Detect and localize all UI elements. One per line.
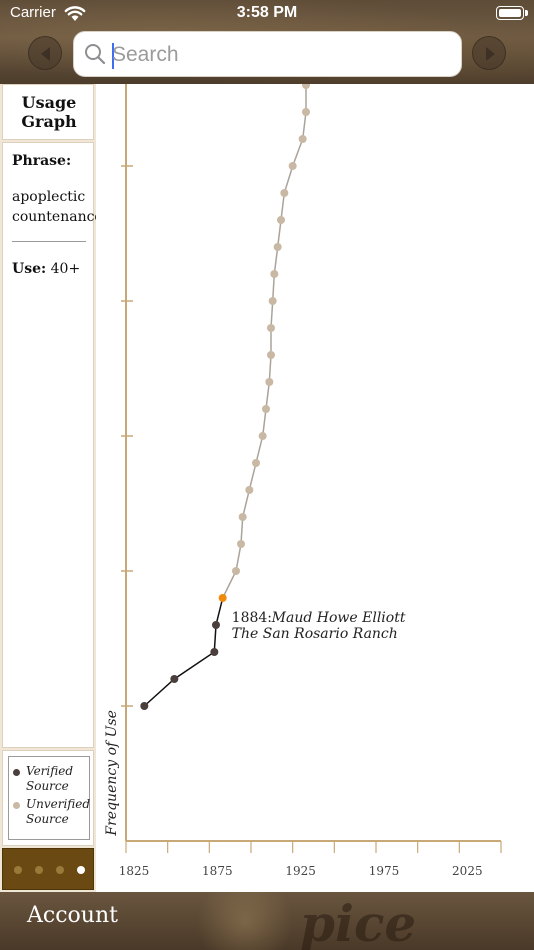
wifi-icon xyxy=(64,6,86,21)
unverified-data-point xyxy=(267,324,275,332)
phrase-info-panel: Phrase: apoplectic countenance Use: 40+ xyxy=(2,142,103,748)
unverified-data-point xyxy=(268,297,277,305)
x-tick-label: 1825 xyxy=(119,864,150,878)
bottom-bar: pice Account xyxy=(0,892,534,950)
usage-graph-header: Usage Graph xyxy=(2,84,94,140)
arrow-left-icon xyxy=(41,47,50,61)
annotation-work: The San Rosario Ranch xyxy=(232,626,398,642)
x-tick-label: 2025 xyxy=(452,864,483,878)
unverified-data-point xyxy=(267,351,275,359)
verified-data-point xyxy=(210,648,219,656)
use-label: Use: xyxy=(12,261,47,277)
clock: 3:58 PM xyxy=(236,4,298,21)
page-dot[interactable] xyxy=(35,866,43,874)
use-value: 40+ xyxy=(50,261,81,277)
page-control[interactable] xyxy=(2,848,94,890)
page-dot[interactable] xyxy=(14,866,22,874)
unverified-data-point xyxy=(302,108,310,116)
unverified-data-point xyxy=(265,378,274,386)
account-button[interactable]: Account xyxy=(27,903,118,928)
usage-chart-svg: 1825 1875 1925 1975 2025 Frequency of Use 1884… xyxy=(104,84,502,878)
forward-button[interactable] xyxy=(472,36,506,70)
unverified-dot-icon xyxy=(13,802,20,809)
x-tick-label: 1975 xyxy=(369,864,400,878)
back-button[interactable] xyxy=(28,36,62,70)
legend-label: Unverified Source xyxy=(26,797,91,826)
highlighted-data-point xyxy=(218,594,227,602)
legend: Verified Source Unverified Source xyxy=(2,750,94,846)
use-count: Use: 40+ xyxy=(12,261,80,277)
top-bar: Carrier 3:58 PM xyxy=(0,0,534,84)
unverified-data-point xyxy=(273,243,282,251)
unverified-data-point xyxy=(280,189,289,197)
divider xyxy=(12,241,86,242)
usage-chart: 1825 1875 1925 1975 2025 Frequency of Use 1884… xyxy=(96,84,534,892)
phrase-value: apoplectic countenance xyxy=(12,189,103,225)
annotation-year: 1884: xyxy=(232,610,272,626)
verified-dot-icon xyxy=(13,769,20,776)
page-dot[interactable] xyxy=(56,866,64,874)
verified-data-point xyxy=(212,621,220,629)
search-icon xyxy=(85,44,106,65)
unverified-data-point xyxy=(237,540,245,548)
sidebar: Usage Graph Phrase: apoplectic countenan… xyxy=(0,84,103,892)
unverified-data-point xyxy=(277,216,285,224)
unverified-data-point xyxy=(302,84,310,89)
verified-data-point xyxy=(140,702,149,710)
unverified-data-point xyxy=(232,567,240,575)
unverified-data-point xyxy=(288,162,297,170)
unverified-data-point xyxy=(252,459,260,467)
page-dot-active[interactable] xyxy=(77,866,85,874)
legend-frame: Verified Source Unverified Source xyxy=(8,756,90,840)
unverified-data-point xyxy=(262,405,270,413)
x-tick-label: 1925 xyxy=(285,864,316,878)
y-axis-label: Frequency of Use xyxy=(104,710,120,837)
unverified-data-point xyxy=(245,486,254,494)
verified-data-point xyxy=(170,675,179,683)
annotation-author: Maud Howe Elliott xyxy=(271,610,406,626)
usage-graph-title: Usage Graph xyxy=(21,93,77,131)
search-bar[interactable] xyxy=(73,31,462,77)
decorative-emblem xyxy=(190,892,300,950)
arrow-right-icon xyxy=(486,47,495,61)
unverified-data-point xyxy=(298,135,307,143)
legend-label: Verified Source xyxy=(26,764,74,793)
status-bar: Carrier 3:58 PM xyxy=(0,0,534,28)
x-tick-label: 1875 xyxy=(202,864,233,878)
unverified-data-point xyxy=(238,513,247,521)
unverified-data-point xyxy=(270,270,279,278)
phrase-label: Phrase: xyxy=(12,153,72,169)
search-input[interactable] xyxy=(112,38,452,72)
carrier-label: Carrier xyxy=(10,4,56,21)
decorative-text: pice xyxy=(300,894,417,950)
battery-icon xyxy=(496,6,528,20)
unverified-series-line xyxy=(222,84,307,599)
unverified-data-point xyxy=(258,432,267,440)
